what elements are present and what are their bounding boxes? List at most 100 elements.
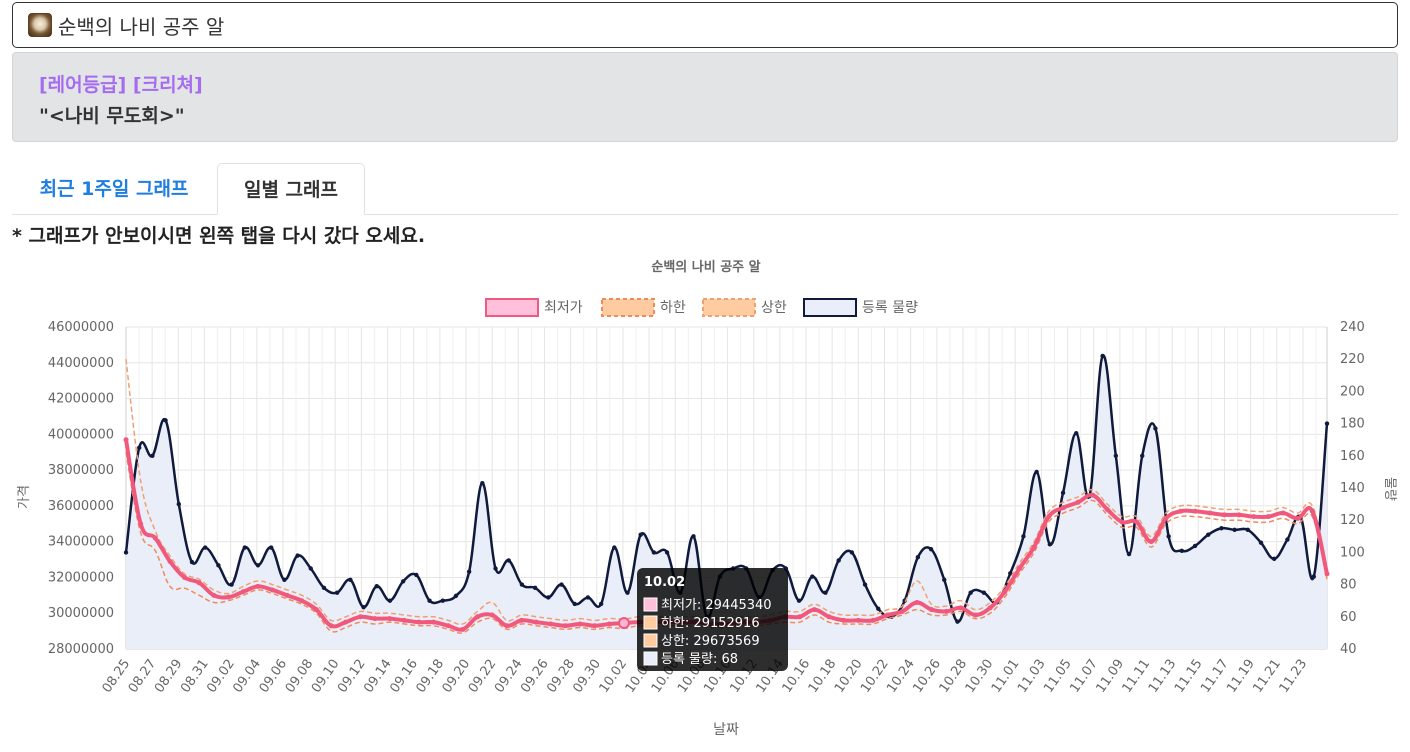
volume-point [176, 501, 181, 507]
min-price-point [987, 605, 993, 611]
min-price-point [548, 621, 554, 627]
volume-point [1034, 469, 1039, 475]
min-price-point [577, 621, 583, 627]
y2-axis-title: 물량 [1382, 477, 1397, 501]
y-tick-label: 28000000 [48, 642, 114, 657]
min-price-point [1192, 508, 1198, 514]
y-tick-label: 36000000 [48, 499, 114, 514]
y-tick-label: 40000000 [48, 427, 114, 442]
min-price-point [1309, 508, 1315, 514]
volume-point [651, 550, 657, 555]
min-price-point [504, 623, 510, 629]
volume-point [493, 566, 498, 571]
tooltip-line: 하한: 29152916 [661, 616, 760, 631]
volume-point [664, 550, 670, 555]
tooltip-line: 상한: 29673569 [661, 634, 760, 649]
tooltip-line: 최저가: 29445340 [661, 598, 772, 613]
min-price-point [1016, 566, 1022, 571]
price-chart[interactable]: 순백의 나비 공주 알 최저가 하한 상한 등록 물량 28000000 3000000… [0, 248, 1410, 752]
volume-point [915, 555, 921, 560]
volume-point [189, 559, 195, 565]
min-price-point [811, 607, 817, 613]
chart-title: 순백의 나비 공주 알 [651, 259, 760, 275]
y2-tick-label: 220 [1340, 352, 1365, 367]
volume-point [836, 558, 841, 563]
y2-tick-label: 140 [1340, 481, 1365, 496]
min-price-point [958, 605, 964, 611]
y-tick-label: 34000000 [48, 535, 114, 550]
volume-point [466, 569, 472, 574]
volume-point [242, 545, 247, 550]
min-price-point [1031, 544, 1037, 550]
y-tick-label: 32000000 [48, 570, 114, 585]
y2-tick-label: 60 [1340, 610, 1357, 625]
tooltip-line: 등록 물량: 68 [661, 652, 738, 667]
min-price-point [401, 617, 407, 623]
volume-point [625, 590, 630, 595]
volume-point [942, 577, 947, 582]
legend-lower-label: 하한 [660, 300, 686, 316]
volume-point [532, 585, 538, 591]
min-price-point [1251, 514, 1257, 520]
volume-point [1324, 421, 1330, 426]
search-input[interactable]: 순백의 나비 공주 알 [12, 2, 1398, 48]
tab-weekly-graph[interactable]: 최근 1주일 그래프 [39, 178, 189, 200]
tooltip-swatch [643, 633, 658, 648]
min-price-point [138, 521, 144, 527]
y2-tick-label: 200 [1340, 384, 1365, 399]
tooltip-box [637, 568, 788, 671]
min-price-point [431, 619, 437, 625]
volume-point [334, 590, 340, 595]
min-price-point [855, 617, 861, 623]
legend-min-price-label: 최저가 [544, 300, 583, 316]
volume-point [440, 598, 445, 603]
volume-point [928, 546, 934, 552]
min-price-point [929, 607, 935, 613]
volume-point [308, 566, 313, 571]
min-price-point [1295, 515, 1301, 521]
volume-point [572, 601, 577, 607]
min-price-point [328, 623, 334, 629]
tab-daily-graph[interactable]: 일별 그래프 [217, 163, 365, 215]
volume-point [691, 534, 696, 539]
min-price-point [885, 612, 891, 618]
volume-point [1245, 527, 1251, 533]
chart-legend: 최저가 하한 상한 등록 물량 [485, 298, 918, 317]
min-price-point [167, 558, 173, 564]
volume-point [598, 601, 604, 607]
volume-point [229, 582, 234, 587]
min-price-point [1134, 519, 1140, 525]
min-price-point [1046, 514, 1052, 520]
volume-point [1192, 543, 1198, 549]
min-price-point [1236, 512, 1242, 518]
min-price-point [518, 617, 524, 623]
volume-point [1219, 526, 1224, 531]
volume-point [1140, 453, 1145, 458]
legend-volume-swatch [803, 298, 857, 317]
min-price-point [445, 623, 451, 629]
min-price-point [460, 626, 466, 632]
volume-point [849, 550, 855, 555]
min-price-point [562, 623, 568, 629]
min-price-point [870, 617, 876, 623]
y2-tick-label: 180 [1340, 417, 1365, 432]
volume-point [453, 593, 459, 599]
volume-point [321, 585, 327, 591]
volume-point [506, 558, 511, 563]
volume-point [519, 582, 525, 587]
tooltip-swatch [643, 597, 658, 612]
y-tick-label: 46000000 [48, 320, 114, 335]
volume-point [427, 598, 432, 603]
volume-point [1272, 556, 1277, 562]
y-axis-right: 40 60 80 100 120 140 160 180 200 220 240 [1340, 320, 1365, 657]
volume-point [374, 584, 379, 589]
volume-point [1179, 548, 1185, 553]
min-price-point [1075, 499, 1081, 505]
min-price-point [1163, 515, 1169, 521]
volume-point [1047, 542, 1053, 547]
volume-point [1100, 353, 1105, 359]
item-info-panel: [레어등급] [크리쳐] "<나비 무도회>" [12, 52, 1398, 142]
min-price-point [1280, 510, 1286, 516]
y2-tick-label: 160 [1340, 449, 1365, 464]
volume-point [480, 480, 485, 486]
